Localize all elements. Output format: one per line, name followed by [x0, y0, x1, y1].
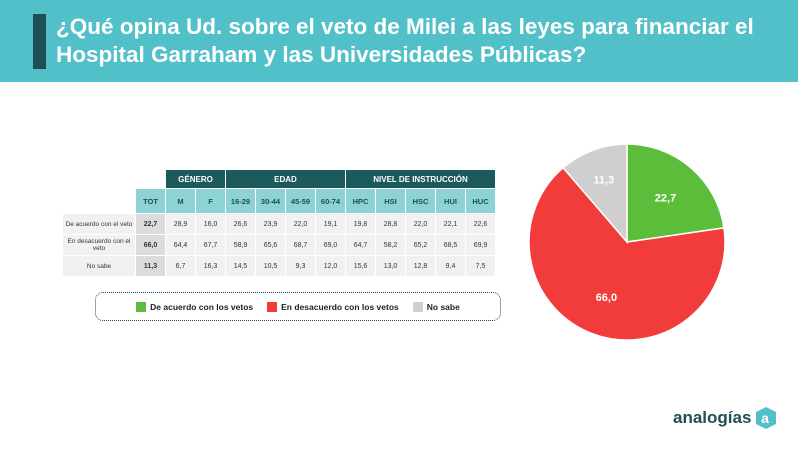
- column-header: HUI: [436, 189, 465, 213]
- value-cell: 64,4: [166, 235, 195, 255]
- column-header: F: [196, 189, 225, 213]
- pie-slice: [626, 143, 725, 243]
- row-label: De acuerdo con el veto: [63, 214, 135, 234]
- column-header: HSC: [406, 189, 435, 213]
- value-cell: 22,0: [406, 214, 435, 234]
- data-label: 22,7: [655, 193, 676, 205]
- column-header: HSI: [376, 189, 405, 213]
- legend-label: No sabe: [426, 301, 460, 312]
- column-header: 16-29: [226, 189, 255, 213]
- value-cell: 65,6: [256, 235, 285, 255]
- legend-swatch: [412, 301, 423, 312]
- page-title: ¿Qué opina Ud. sobre el veto de Milei a …: [56, 14, 754, 67]
- value-cell: 15,6: [346, 256, 375, 276]
- pie-chart: 22,7 66,0 11,3: [528, 143, 726, 341]
- logo: analogías a: [673, 406, 777, 430]
- table-row: De acuerdo con el veto 22,7 28,9 16,0 26,6 23…: [63, 214, 495, 234]
- value-cell: 22,0: [286, 214, 315, 234]
- value-cell: 23,9: [256, 214, 285, 234]
- value-cell: 58,2: [376, 235, 405, 255]
- value-cell: 12,8: [406, 256, 435, 276]
- column-header: 30-44: [256, 189, 285, 213]
- column-header: M: [166, 189, 195, 213]
- column-header: TOT: [136, 189, 165, 213]
- value-cell: 12,0: [316, 256, 345, 276]
- legend-item: No sabe: [412, 301, 460, 312]
- value-cell: 28,8: [376, 214, 405, 234]
- table-row: No sabe 11,3 6,7 16,3 14,5 10,5 9,3 12,0 15,6 13,…: [63, 256, 495, 276]
- pie-slice: [528, 166, 726, 341]
- value-cell: 16,0: [196, 214, 225, 234]
- group-header: EDAD: [226, 170, 345, 188]
- data-label: 11,3: [593, 175, 614, 187]
- accent-bar: [33, 14, 46, 69]
- value-cell: 16,3: [196, 256, 225, 276]
- value-cell: 28,9: [166, 214, 195, 234]
- value-cell: 14,5: [226, 256, 255, 276]
- value-cell: 7,5: [466, 256, 495, 276]
- group-header: GÉNERO: [166, 170, 225, 188]
- column-header: 45-59: [286, 189, 315, 213]
- value-cell: 22,6: [466, 214, 495, 234]
- column-header: HUC: [466, 189, 495, 213]
- row-label: En desacuerdo con el veto: [63, 235, 135, 255]
- value-cell: 9,3: [286, 256, 315, 276]
- value-cell: 6,7: [166, 256, 195, 276]
- value-cell: 10,5: [256, 256, 285, 276]
- header-band: ¿Qué opina Ud. sobre el veto de Milei a …: [0, 0, 798, 82]
- value-cell: 58,9: [226, 235, 255, 255]
- data-label: 66,0: [596, 292, 617, 304]
- legend-swatch: [267, 301, 278, 312]
- value-cell: 67,7: [196, 235, 225, 255]
- value-cell: 69,0: [316, 235, 345, 255]
- logo-icon: a: [756, 407, 777, 429]
- value-cell: 65,2: [406, 235, 435, 255]
- column-header: 60-74: [316, 189, 345, 213]
- pie-slice: [562, 143, 628, 245]
- value-cell: 68,7: [286, 235, 315, 255]
- total-cell: 22,7: [136, 214, 165, 234]
- table-row: En desacuerdo con el veto 66,0 64,4 67,7 58,…: [63, 235, 495, 255]
- value-cell: 13,0: [376, 256, 405, 276]
- legend-label: De acuerdo con los vetos: [150, 301, 254, 312]
- total-cell: 11,3: [136, 256, 165, 276]
- value-cell: 26,6: [226, 214, 255, 234]
- legend-swatch: [136, 301, 147, 312]
- legend-item: De acuerdo con los vetos: [136, 301, 254, 312]
- total-cell: 66,0: [136, 235, 165, 255]
- results-table: GÉNERO EDAD NIVEL DE INSTRUCCIÓN TOT M F 16…: [62, 169, 496, 277]
- legend-label: En desacuerdo con los vetos: [281, 301, 399, 312]
- value-cell: 9,4: [436, 256, 465, 276]
- value-cell: 68,5: [436, 235, 465, 255]
- legend-item: En desacuerdo con los vetos: [267, 301, 399, 312]
- value-cell: 19,1: [316, 214, 345, 234]
- legend: De acuerdo con los vetos En desacuerdo co…: [95, 292, 501, 321]
- logo-text: analogías: [673, 408, 752, 427]
- logo-mark: a: [762, 410, 770, 426]
- value-cell: 22,1: [436, 214, 465, 234]
- row-label: No sabe: [63, 256, 135, 276]
- value-cell: 19,8: [346, 214, 375, 234]
- value-cell: 69,9: [466, 235, 495, 255]
- group-header: NIVEL DE INSTRUCCIÓN: [346, 170, 495, 188]
- value-cell: 64,7: [346, 235, 375, 255]
- column-header: HPC: [346, 189, 375, 213]
